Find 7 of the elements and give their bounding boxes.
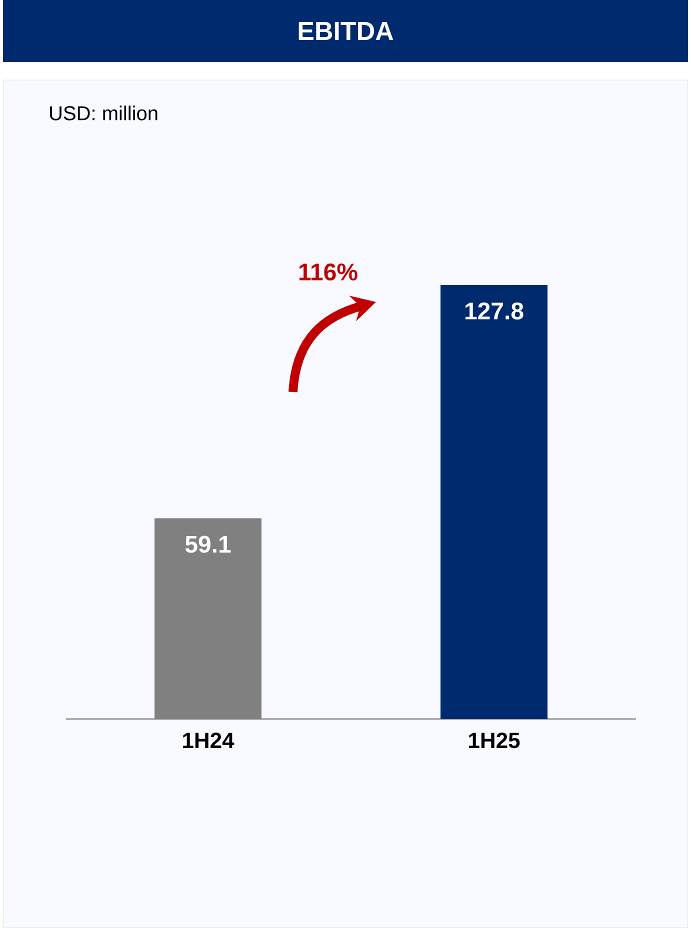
- data-label: 127.8: [465, 302, 524, 320]
- data-label: 59.1: [185, 536, 231, 553]
- text: USD: million: [50, 106, 158, 120]
- x-tick-label: 1H25: [469, 732, 520, 748]
- text: 116%: [299, 263, 358, 280]
- chart-title: EBITDA: [298, 22, 394, 40]
- x-tick-label: 1H24: [183, 732, 234, 748]
